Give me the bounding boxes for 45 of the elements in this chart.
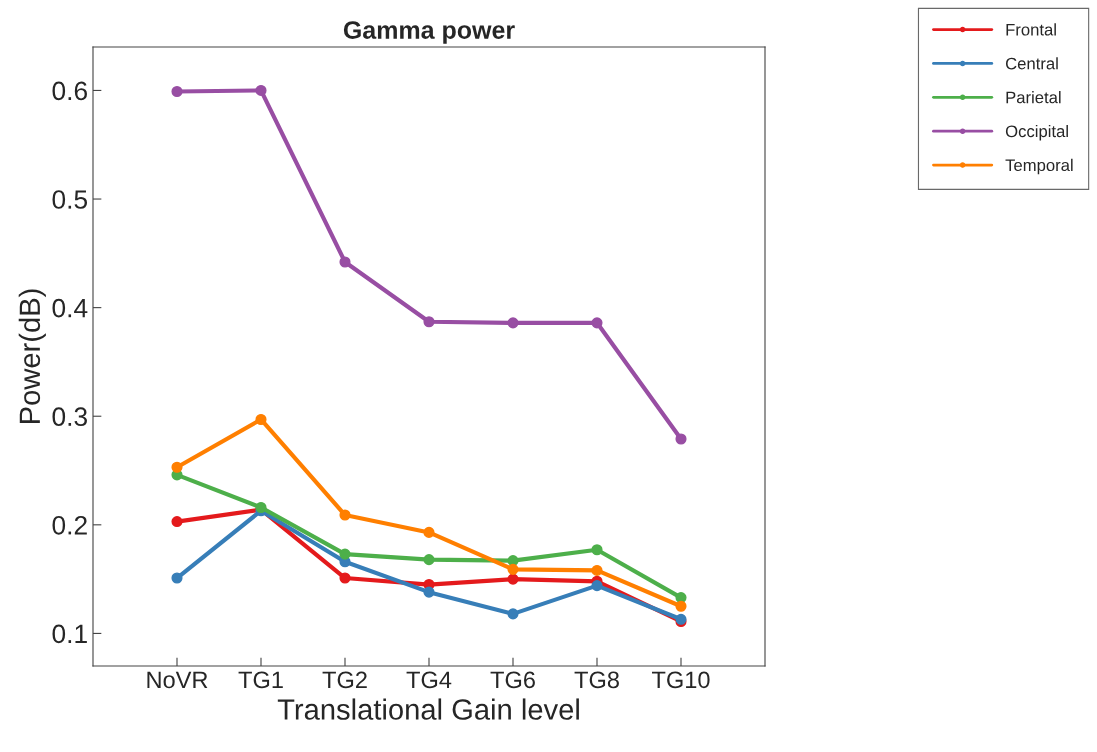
x-tick-label: TG2 [322, 671, 367, 689]
point [423, 526, 435, 538]
point [675, 600, 687, 612]
point [339, 572, 351, 584]
legend-label: Central [1005, 57, 1058, 70]
point [171, 516, 183, 528]
point [591, 317, 603, 329]
y-tick-label: 0.3 [52, 407, 87, 427]
x-tick-label: TG6 [490, 671, 535, 689]
legend-label: Temporal [1005, 158, 1073, 175]
point [255, 413, 267, 426]
point [675, 433, 687, 445]
point [423, 316, 435, 328]
point [591, 580, 603, 592]
point [507, 573, 519, 585]
x-tick-label: NoVR [147, 671, 208, 689]
point [507, 317, 519, 329]
y-tick-label: 0.1 [52, 624, 87, 644]
point [423, 586, 435, 598]
point [171, 461, 183, 473]
point [339, 548, 351, 560]
point [507, 608, 519, 620]
x-tick-label: TG8 [574, 671, 619, 689]
y-axis-title: Power(dB) [18, 289, 46, 423]
y-tick-label: 0.2 [52, 515, 87, 535]
y-tick-label: 0.5 [52, 190, 88, 209]
point [339, 509, 351, 521]
legend-label: Occipital [1005, 124, 1068, 141]
legend-label: Parietal [1006, 91, 1061, 104]
x-axis-title: Translational Gain level [277, 698, 579, 720]
point [507, 563, 519, 575]
point [171, 85, 183, 98]
x-tick-label: TG1 [238, 671, 283, 689]
point [423, 554, 435, 566]
y-tick-label: 0.4 [52, 298, 88, 318]
point [591, 564, 603, 576]
x-tick-label: TG4 [406, 671, 452, 689]
point [339, 256, 351, 268]
y-tick-label: 0.6 [52, 81, 87, 101]
chart-title: Gamma power [343, 21, 515, 44]
legend-label: Frontal [1006, 23, 1056, 36]
x-tick-label: TG10 [652, 671, 710, 689]
point [171, 572, 183, 584]
point [255, 84, 267, 96]
point [591, 544, 603, 556]
